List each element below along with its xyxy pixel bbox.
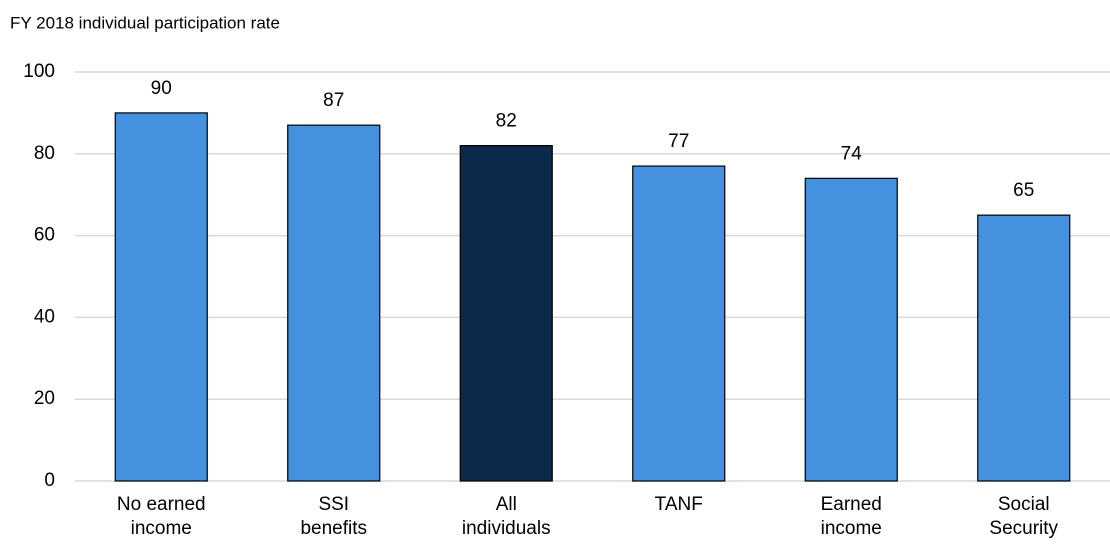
- chart-title: FY 2018 individual participation rate: [10, 13, 280, 32]
- bar: [114, 112, 208, 482]
- x-tick-label: SSI benefits: [300, 494, 368, 539]
- value-label: 77: [668, 131, 689, 152]
- value-label: 65: [1013, 180, 1034, 201]
- value-label: 74: [841, 143, 863, 164]
- x-tick-label: No earned income: [116, 494, 206, 539]
- bar: [977, 214, 1071, 482]
- value-label: 87: [323, 90, 344, 111]
- x-tick-label: Earned income: [820, 494, 882, 539]
- y-tick-label: 60: [34, 225, 55, 246]
- x-tick-label: All individuals: [461, 494, 551, 539]
- bar: [287, 124, 381, 482]
- x-tick-label: TANF: [654, 494, 703, 515]
- value-label: 90: [151, 78, 172, 99]
- y-tick-label: 20: [34, 388, 55, 409]
- y-tick-label: 100: [23, 61, 55, 82]
- value-label: 82: [496, 111, 517, 132]
- bar: [804, 177, 898, 482]
- y-tick-label: 80: [34, 143, 55, 164]
- y-tick-label: 0: [44, 470, 55, 491]
- bar: [459, 145, 553, 482]
- x-tick-label: Social Security: [989, 494, 1059, 539]
- y-tick-label: 40: [34, 306, 55, 327]
- bar: [632, 165, 726, 482]
